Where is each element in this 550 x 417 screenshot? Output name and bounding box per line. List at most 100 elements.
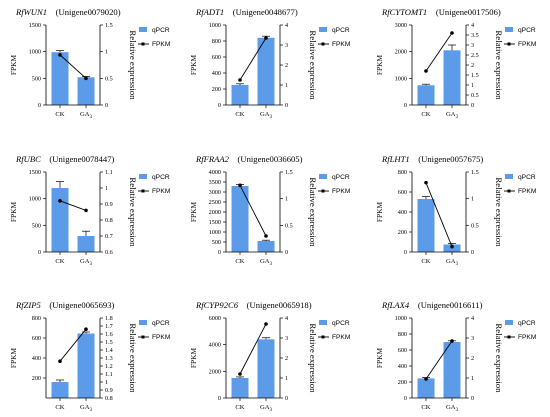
category-label-main: GA	[446, 111, 456, 118]
y-tick-label: 2500	[209, 199, 221, 206]
panel-title: RfCYP92C6 (Unigene0065918)	[195, 300, 312, 310]
y-tick-label: 2000	[209, 368, 221, 375]
fpkm-point	[58, 359, 62, 364]
y2-tick-label: 3.5	[471, 32, 479, 39]
fpkm-point	[238, 78, 242, 82]
y2-tick-label: 4	[471, 22, 474, 29]
y-tick-label: 0	[218, 102, 221, 109]
y2-tick-label: 4	[285, 22, 288, 29]
y2-axis-title: Relative expression	[494, 323, 504, 393]
y2-tick-label: 1.3	[105, 355, 113, 362]
chart-panel: RfZIP5 (Unigene0065693) 200 400 600 800 0.80.…	[9, 300, 170, 413]
category-label-main: GA	[80, 258, 90, 265]
y-tick-label: 500	[32, 222, 41, 229]
y2-tick-label: 0.7	[105, 233, 113, 240]
y2-tick-label: 1	[105, 49, 108, 56]
y2-tick-label: 4	[285, 315, 288, 322]
category-label-subscript: 3	[90, 408, 93, 413]
y2-tick-label: 1.7	[105, 323, 113, 330]
y-tick-label: 400	[398, 209, 407, 216]
y2-tick-label: 1	[285, 375, 288, 382]
legend-swatch-qpcr	[319, 320, 327, 325]
category-label-subscript: 3	[90, 262, 93, 267]
y-tick-label: 200	[398, 229, 407, 236]
y2-tick-label: 1.5	[471, 72, 479, 79]
bar	[417, 378, 435, 398]
y-tick-label: 4000	[209, 169, 221, 176]
chart-panel: RfLAX4 (Unigene0016611) 0 200 400 600 800 1000…	[375, 300, 536, 413]
title-open-paren: (	[409, 300, 421, 310]
fpkm-point	[264, 322, 268, 326]
panel-title: RfLAX4 (Unigene0016611)	[381, 300, 483, 310]
fpkm-point	[84, 327, 88, 332]
y2-tick-label: 2.5	[471, 52, 479, 59]
y2-tick-label: 3	[471, 335, 474, 342]
y-tick-label: 800	[32, 315, 41, 322]
fpkm-point	[84, 76, 88, 81]
y2-tick-label: 0.8	[105, 395, 113, 402]
category-label: CK	[421, 111, 430, 118]
y-tick-label: 600	[32, 335, 41, 342]
y2-tick-label: 1.1	[105, 169, 113, 176]
legend-label-fpkm: FPKM	[518, 41, 536, 48]
legend-marker-fpkm	[507, 42, 511, 46]
y2-axis-title: Relative expression	[308, 323, 318, 393]
unigene-id: Unigene0079020	[59, 7, 118, 17]
title-open-paren: (	[47, 7, 59, 17]
bar	[443, 50, 461, 105]
category-label: CK	[55, 258, 64, 265]
fpkm-line	[239, 185, 267, 237]
y2-tick-label: 0	[471, 102, 474, 109]
gene-name: RfZIP5	[15, 300, 42, 310]
y2-tick-label: 1	[285, 82, 288, 89]
gene-name: RfCYP92C6	[195, 300, 239, 310]
y-tick-label: 0	[218, 249, 221, 256]
panel-title: RfUBC (Unigene0078447)	[15, 154, 115, 164]
legend-swatch-qpcr	[319, 174, 327, 179]
y-tick-label: 200	[398, 379, 407, 386]
y-axis-title: FPKM	[9, 348, 18, 369]
title-close-paren: )	[295, 7, 298, 17]
category-label: GA3	[446, 404, 459, 413]
bar	[231, 378, 249, 398]
y-tick-label: 0	[38, 102, 41, 109]
y2-tick-label: 3	[471, 42, 474, 49]
y2-tick-label: 1	[285, 196, 288, 203]
title-close-paren: )	[498, 7, 501, 17]
legend-label-qpcr: qPCR	[332, 174, 350, 181]
fpkm-point	[58, 53, 62, 57]
bar	[417, 85, 435, 105]
y-tick-label: 0	[404, 249, 407, 256]
category-label: CK	[421, 404, 430, 411]
y-tick-label: 800	[398, 169, 407, 176]
category-label: GA3	[260, 258, 273, 267]
bar	[443, 342, 461, 398]
category-label: CK	[55, 111, 64, 118]
category-label-main: GA	[446, 258, 456, 265]
y-tick-label: 2000	[395, 49, 407, 56]
title-close-paren: )	[112, 154, 115, 164]
y-tick-label: 0	[404, 395, 407, 402]
legend-label-qpcr: qPCR	[152, 27, 170, 34]
bar	[257, 339, 275, 398]
y2-tick-label: 2	[471, 62, 474, 69]
y-axis-title: FPKM	[375, 348, 384, 369]
y2-tick-label: 2	[285, 62, 288, 69]
category-label: CK	[235, 111, 244, 118]
category-label-main: GA	[446, 404, 456, 411]
category-label-subscript: 3	[456, 408, 459, 413]
unigene-id: Unigene0057675	[421, 154, 480, 164]
y2-axis-title: Relative expression	[308, 30, 318, 100]
y2-tick-label: 0.5	[105, 75, 113, 82]
category-label: GA3	[446, 258, 459, 267]
legend-swatch-qpcr	[139, 320, 147, 325]
legend-label-qpcr: qPCR	[518, 320, 536, 327]
title-close-paren: )	[118, 7, 121, 17]
y-tick-label: 600	[398, 347, 407, 354]
bar	[77, 77, 95, 105]
y2-tick-label: 0	[285, 249, 288, 256]
title-open-paren: (	[41, 300, 53, 310]
y2-tick-label: 1.5	[285, 169, 293, 176]
y2-tick-label: 0.6	[105, 249, 113, 256]
y-axis-title: FPKM	[189, 348, 198, 369]
